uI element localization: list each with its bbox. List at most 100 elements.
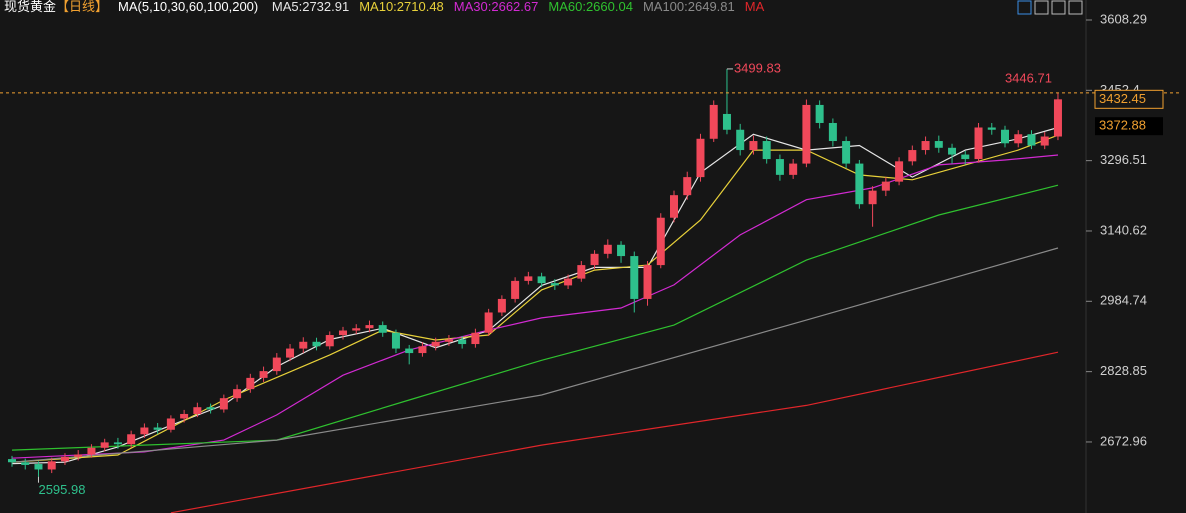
plot-area: 3499.83 2595.98 3446.71 [8,60,1062,513]
candle-body [444,339,453,342]
candle-body [47,461,56,470]
candle-body [458,339,467,345]
ma-line [11,247,1059,463]
candle-body [1014,134,1023,144]
candle-body [775,159,784,175]
candle-body [590,253,599,266]
legend-entry: MA100:2649.81 [643,0,735,14]
candle-body [74,454,83,457]
candle-body [87,447,96,455]
y-tick-label: 3140.62 [1100,222,1147,237]
candle-body [881,181,890,191]
candle-body [961,154,970,160]
candle-body [855,163,864,205]
candle-body [802,104,811,164]
candle-body [259,371,268,378]
candle-body [1040,136,1049,146]
y-tick-label: 3608.29 [1100,11,1147,26]
candle-body [127,434,136,445]
candle-body [1001,129,1009,144]
candle-body [987,127,996,130]
candle-body [431,341,440,347]
candle-body [113,442,122,445]
max-label: 3499.83 [734,60,781,75]
price-tag-box [1095,117,1163,136]
candle-body [537,276,546,284]
candle-body [391,332,400,349]
y-tick-label: 3296.51 [1100,152,1147,167]
candle-body [233,389,242,399]
chart-title: 现货黄金 [4,0,56,14]
y-tick-label: 2984.74 [1100,293,1147,308]
last-high-label: 3446.71 [1005,70,1052,85]
candle-body [206,407,215,410]
candle-body [630,256,639,299]
legend-entry: MA [745,0,765,14]
y-tick-label: 2828.85 [1100,363,1147,378]
candle-body [484,312,493,333]
toolbar-icons[interactable] [1017,0,1083,15]
candle-body [550,283,559,286]
candle-body [656,217,665,266]
period: 【日线】 [56,0,108,14]
candle-body [828,122,837,142]
ma-line [170,351,1059,513]
candle-body [286,348,295,358]
legend-entry: MA10:2710.48 [359,0,444,14]
candle-body [577,265,586,279]
candle-body [762,141,771,160]
icon[interactable] [1051,0,1066,15]
candle-body [21,462,30,465]
candle-body [511,280,520,299]
candle-body [8,459,16,463]
candle-body [948,147,957,155]
candle-body [722,113,731,130]
ma-line [11,134,1059,463]
candle-body [908,150,917,162]
candle-body [140,427,149,435]
candle-body [193,407,202,414]
candle-body [749,141,758,151]
icon[interactable] [1034,0,1049,15]
price-tag: 3372.88 [1099,118,1146,133]
min-label: 2595.98 [38,482,85,497]
candle-body [219,398,228,410]
candle-body [153,427,162,430]
candle-body [246,377,255,390]
candle-body [524,276,533,281]
candle-body [868,190,877,205]
candle-body [1027,134,1036,146]
candle-body [603,244,612,254]
icon[interactable] [1068,0,1083,15]
price-tag: 3432.45 [1099,91,1146,106]
candle-body [842,141,851,164]
icon[interactable] [1017,0,1032,15]
ma-line [11,184,1059,451]
candle-body [895,161,904,182]
candle-body [312,341,321,347]
candle-body [166,418,175,430]
legend-entry: MA5:2732.91 [272,0,349,14]
candle-body [564,278,573,286]
candle-body [100,442,109,448]
candle-body [736,129,745,151]
candle-body [352,328,361,331]
candle-body [643,265,652,299]
candle-body [365,325,374,329]
candle-body [974,127,983,160]
candle-body [683,177,692,196]
candle-body [378,325,387,333]
candle-body [272,357,281,372]
candle-body [299,341,308,349]
candle-body [471,332,480,345]
ma-line [11,154,1059,459]
candle-body [709,104,718,139]
candle-body [934,141,943,148]
price-tag-box [1094,89,1164,109]
candle-body [497,298,506,313]
y-tick-label: 2672.96 [1100,433,1147,448]
legend-entry: MA60:2660.04 [548,0,633,14]
indicator: MA(5,10,30,60,100,200) [118,0,258,14]
